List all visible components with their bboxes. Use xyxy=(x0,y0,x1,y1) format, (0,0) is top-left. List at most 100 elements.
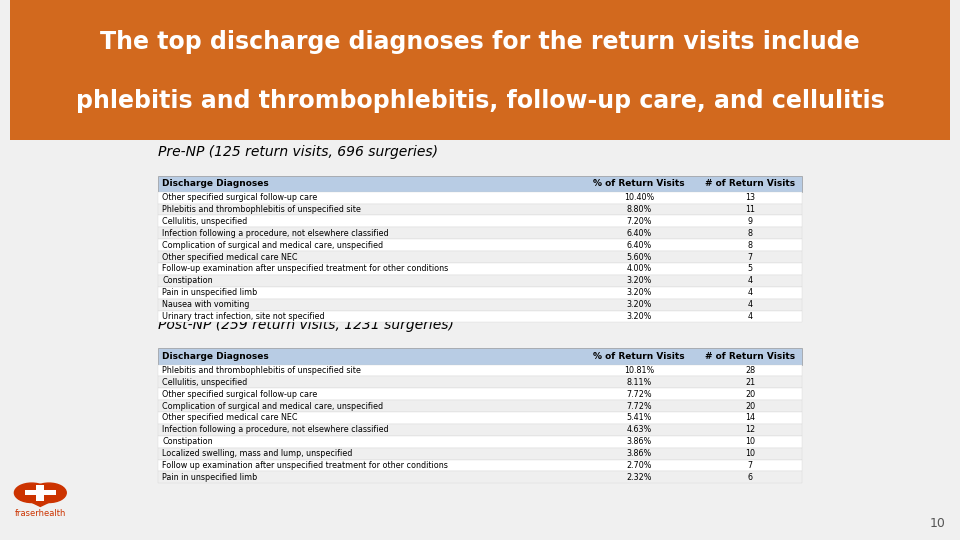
Text: 8: 8 xyxy=(748,241,753,249)
FancyBboxPatch shape xyxy=(158,204,802,215)
Text: % of Return Visits: % of Return Visits xyxy=(593,179,685,188)
Text: 3.20%: 3.20% xyxy=(627,276,652,285)
Text: 8.11%: 8.11% xyxy=(627,378,652,387)
Text: Discharge Diagnoses: Discharge Diagnoses xyxy=(162,352,269,361)
Text: 6.40%: 6.40% xyxy=(627,241,652,249)
Text: 5: 5 xyxy=(748,265,753,273)
Text: Pre-NP (125 return visits, 696 surgeries): Pre-NP (125 return visits, 696 surgeries… xyxy=(158,145,439,159)
Text: 13: 13 xyxy=(745,193,756,202)
Text: Follow-up examination after unspecified treatment for other conditions: Follow-up examination after unspecified … xyxy=(162,265,448,273)
Text: 10: 10 xyxy=(745,437,756,446)
Text: Infection following a procedure, not elsewhere classified: Infection following a procedure, not els… xyxy=(162,426,389,434)
FancyBboxPatch shape xyxy=(158,348,802,364)
FancyBboxPatch shape xyxy=(158,424,802,436)
FancyBboxPatch shape xyxy=(158,251,802,263)
Text: 6: 6 xyxy=(748,473,753,482)
Text: 10: 10 xyxy=(929,517,946,530)
Text: 4.00%: 4.00% xyxy=(627,265,652,273)
Text: # of Return Visits: # of Return Visits xyxy=(705,179,795,188)
Text: Complication of surgical and medical care, unspecified: Complication of surgical and medical car… xyxy=(162,241,383,249)
Text: Cellulitis, unspecified: Cellulitis, unspecified xyxy=(162,378,248,387)
FancyBboxPatch shape xyxy=(36,485,44,501)
Text: 10: 10 xyxy=(745,449,756,458)
FancyBboxPatch shape xyxy=(158,176,802,192)
FancyBboxPatch shape xyxy=(158,215,802,227)
Text: The top discharge diagnoses for the return visits include: The top discharge diagnoses for the retu… xyxy=(100,30,860,54)
Text: 4.63%: 4.63% xyxy=(627,426,652,434)
Text: 3.20%: 3.20% xyxy=(627,312,652,321)
Text: 4: 4 xyxy=(748,276,753,285)
Text: 14: 14 xyxy=(745,414,756,422)
Text: Phlebitis and thrombophlebitis of unspecified site: Phlebitis and thrombophlebitis of unspec… xyxy=(162,366,361,375)
Text: Infection following a procedure, not elsewhere classified: Infection following a procedure, not els… xyxy=(162,229,389,238)
FancyBboxPatch shape xyxy=(158,239,802,251)
FancyBboxPatch shape xyxy=(158,412,802,424)
FancyBboxPatch shape xyxy=(158,275,802,287)
Text: 3.20%: 3.20% xyxy=(627,288,652,297)
FancyBboxPatch shape xyxy=(158,287,802,299)
Text: % of Return Visits: % of Return Visits xyxy=(593,352,685,361)
FancyBboxPatch shape xyxy=(158,448,802,460)
Text: 3.86%: 3.86% xyxy=(627,437,652,446)
FancyBboxPatch shape xyxy=(158,388,802,400)
Text: 7.72%: 7.72% xyxy=(626,402,652,410)
Text: 8.80%: 8.80% xyxy=(627,205,652,214)
FancyBboxPatch shape xyxy=(158,192,802,204)
FancyBboxPatch shape xyxy=(158,263,802,275)
Text: 2.32%: 2.32% xyxy=(627,473,652,482)
Text: Cellulitis, unspecified: Cellulitis, unspecified xyxy=(162,217,248,226)
FancyBboxPatch shape xyxy=(158,460,802,471)
Text: 4: 4 xyxy=(748,300,753,309)
Text: # of Return Visits: # of Return Visits xyxy=(705,352,795,361)
Text: phlebitis and thrombophlebitis, follow-up care, and cellulitis: phlebitis and thrombophlebitis, follow-u… xyxy=(76,89,884,113)
FancyBboxPatch shape xyxy=(158,400,802,412)
Text: 5.60%: 5.60% xyxy=(627,253,652,261)
FancyBboxPatch shape xyxy=(158,227,802,239)
Text: Complication of surgical and medical care, unspecified: Complication of surgical and medical car… xyxy=(162,402,383,410)
Text: 7.20%: 7.20% xyxy=(627,217,652,226)
Text: Other specified medical care NEC: Other specified medical care NEC xyxy=(162,253,298,261)
Text: Nausea with vomiting: Nausea with vomiting xyxy=(162,300,250,309)
FancyBboxPatch shape xyxy=(158,364,802,376)
Text: 5.41%: 5.41% xyxy=(627,414,652,422)
Text: 11: 11 xyxy=(745,205,756,214)
FancyBboxPatch shape xyxy=(158,471,802,483)
Text: 7: 7 xyxy=(748,461,753,470)
Text: 4: 4 xyxy=(748,288,753,297)
FancyBboxPatch shape xyxy=(25,490,56,495)
FancyBboxPatch shape xyxy=(158,310,802,322)
Circle shape xyxy=(14,483,49,503)
Text: Other specified medical care NEC: Other specified medical care NEC xyxy=(162,414,298,422)
FancyBboxPatch shape xyxy=(158,436,802,448)
Text: 2.70%: 2.70% xyxy=(627,461,652,470)
Circle shape xyxy=(32,483,66,503)
Text: 21: 21 xyxy=(745,378,756,387)
Text: 3.20%: 3.20% xyxy=(627,300,652,309)
Text: fraserhealth: fraserhealth xyxy=(14,509,66,518)
Text: 10.40%: 10.40% xyxy=(624,193,655,202)
Text: 20: 20 xyxy=(745,390,756,399)
FancyBboxPatch shape xyxy=(158,376,802,388)
Text: Constipation: Constipation xyxy=(162,437,213,446)
Text: Pain in unspecified limb: Pain in unspecified limb xyxy=(162,288,257,297)
Text: Other specified surgical follow-up care: Other specified surgical follow-up care xyxy=(162,193,318,202)
Text: Pain in unspecified limb: Pain in unspecified limb xyxy=(162,473,257,482)
Text: Other specified surgical follow-up care: Other specified surgical follow-up care xyxy=(162,390,318,399)
FancyBboxPatch shape xyxy=(10,0,950,140)
FancyBboxPatch shape xyxy=(158,299,802,310)
Text: 6.40%: 6.40% xyxy=(627,229,652,238)
Text: Urinary tract infection, site not specified: Urinary tract infection, site not specif… xyxy=(162,312,324,321)
Text: Post-NP (259 return visits, 1231 surgeries): Post-NP (259 return visits, 1231 surgeri… xyxy=(158,318,454,332)
Text: Discharge Diagnoses: Discharge Diagnoses xyxy=(162,179,269,188)
Text: 9: 9 xyxy=(748,217,753,226)
Text: Constipation: Constipation xyxy=(162,276,213,285)
Text: 8: 8 xyxy=(748,229,753,238)
Text: Phlebitis and thrombophlebitis of unspecified site: Phlebitis and thrombophlebitis of unspec… xyxy=(162,205,361,214)
Text: 7: 7 xyxy=(748,253,753,261)
Text: Localized swelling, mass and lump, unspecified: Localized swelling, mass and lump, unspe… xyxy=(162,449,352,458)
Text: 12: 12 xyxy=(745,426,756,434)
Text: Follow up examination after unspecified treatment for other conditions: Follow up examination after unspecified … xyxy=(162,461,448,470)
Text: 20: 20 xyxy=(745,402,756,410)
Text: 4: 4 xyxy=(748,312,753,321)
Text: 7.72%: 7.72% xyxy=(626,390,652,399)
